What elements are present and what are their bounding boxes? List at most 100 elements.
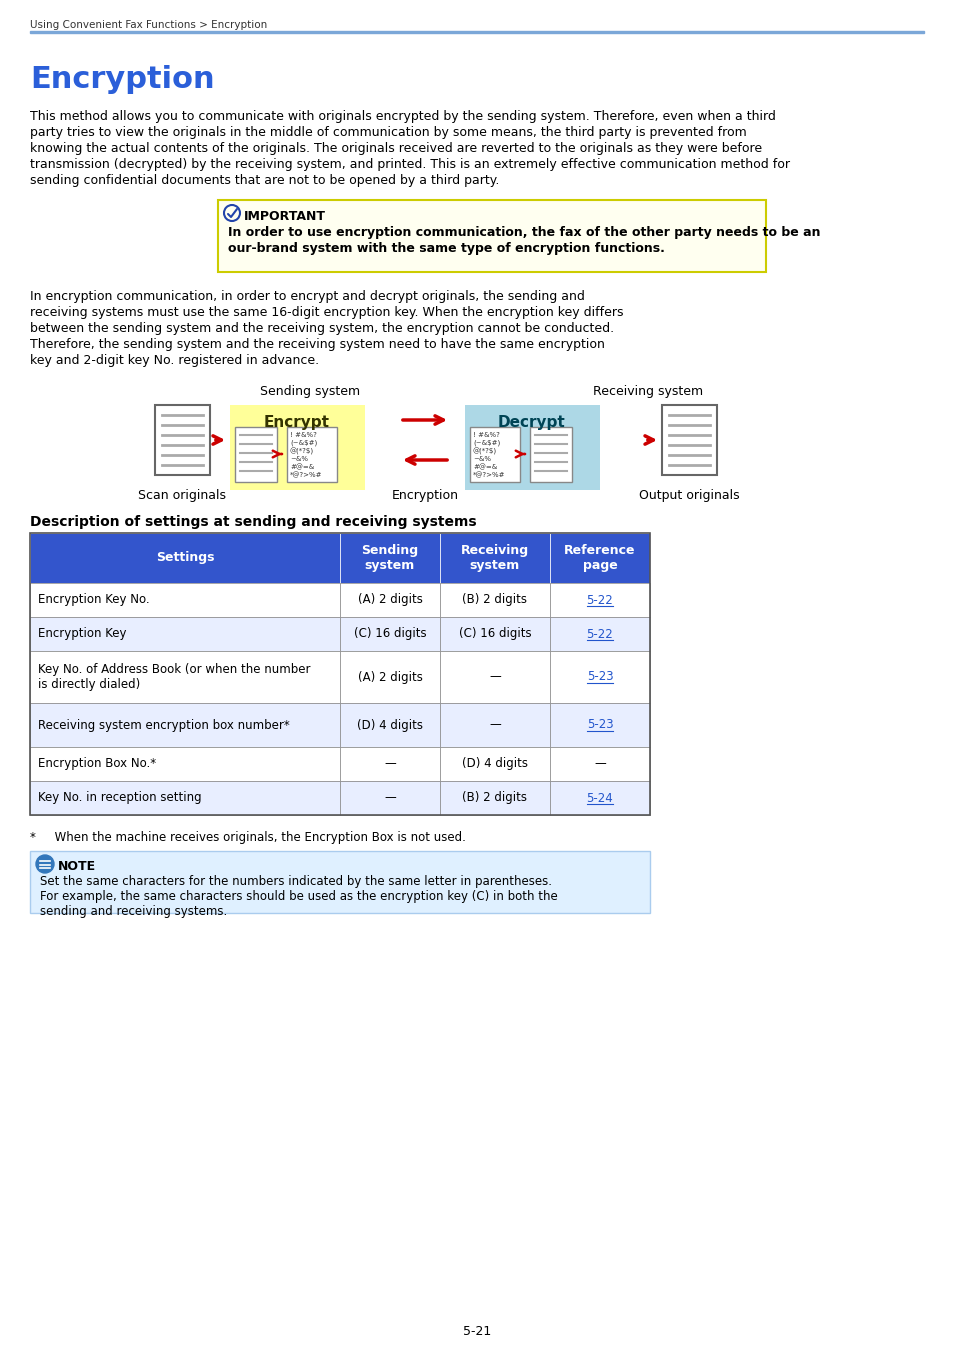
Text: transmission (decrypted) by the receiving system, and printed. This is an extrem: transmission (decrypted) by the receivin… (30, 158, 789, 171)
Text: key and 2-digit key No. registered in advance.: key and 2-digit key No. registered in ad… (30, 354, 319, 367)
Text: ~&%: ~&% (473, 456, 491, 462)
Bar (550, 782, 649, 815)
Text: —: — (384, 791, 395, 805)
Bar (439, 703, 550, 747)
Bar (530, 427, 572, 482)
Text: In order to use encryption communication, the fax of the other party needs to be: In order to use encryption communication… (228, 225, 820, 239)
Text: between the sending system and the receiving system, the encryption cannot be co: between the sending system and the recei… (30, 323, 614, 335)
Text: In encryption communication, in order to encrypt and decrypt originals, the send: In encryption communication, in order to… (30, 290, 584, 302)
Text: #@=&: #@=& (290, 464, 314, 471)
Text: 5-23: 5-23 (586, 671, 613, 683)
Circle shape (36, 855, 54, 873)
Text: ~&%: ~&% (290, 456, 308, 462)
Bar (30, 533, 339, 583)
Bar (550, 651, 649, 703)
Text: (D) 4 digits: (D) 4 digits (461, 757, 527, 771)
Text: Encryption: Encryption (30, 65, 214, 94)
Text: 5-23: 5-23 (586, 718, 613, 732)
Text: This method allows you to communicate with originals encrypted by the sending sy: This method allows you to communicate wi… (30, 109, 775, 123)
Text: (A) 2 digits: (A) 2 digits (357, 594, 422, 606)
Bar (339, 533, 439, 583)
Text: NOTE: NOTE (58, 860, 96, 873)
Bar (339, 617, 439, 651)
Text: —: — (489, 718, 500, 732)
Text: Key No. in reception setting: Key No. in reception setting (38, 791, 201, 805)
Bar (439, 747, 550, 782)
Text: (~&$#): (~&$#) (473, 440, 499, 447)
Bar (661, 405, 717, 475)
Text: Receiving
system: Receiving system (460, 544, 529, 572)
Text: Sending system: Sending system (259, 385, 359, 398)
Bar (287, 427, 336, 482)
Text: our-brand system with the same type of encryption functions.: our-brand system with the same type of e… (228, 242, 664, 255)
Text: Encrypt: Encrypt (264, 414, 330, 431)
Bar (550, 583, 649, 617)
Bar (30, 782, 339, 815)
Text: party tries to view the originals in the middle of communication by some means, : party tries to view the originals in the… (30, 126, 746, 139)
Text: ! #&%?: ! #&%? (290, 432, 316, 437)
Text: Encryption: Encryption (391, 489, 458, 502)
Bar (439, 533, 550, 583)
Bar (439, 617, 550, 651)
Bar (30, 583, 339, 617)
Text: @(*?$): @(*?$) (473, 448, 497, 455)
Text: *@?>%#: *@?>%# (473, 472, 505, 478)
Text: knowing the actual contents of the originals. The originals received are reverte: knowing the actual contents of the origi… (30, 142, 761, 155)
Text: Receiving system: Receiving system (593, 385, 702, 398)
Text: (D) 4 digits: (D) 4 digits (356, 718, 422, 732)
Bar (234, 427, 276, 482)
Bar (339, 703, 439, 747)
Text: Using Convenient Fax Functions > Encryption: Using Convenient Fax Functions > Encrypt… (30, 20, 267, 30)
Bar (439, 651, 550, 703)
Text: —: — (594, 757, 605, 771)
Bar (30, 703, 339, 747)
Bar (550, 617, 649, 651)
Bar (339, 747, 439, 782)
Bar (339, 782, 439, 815)
Bar (464, 405, 599, 490)
Bar (30, 651, 339, 703)
Bar (550, 533, 649, 583)
Bar (30, 850, 649, 913)
Text: Set the same characters for the numbers indicated by the same letter in parenthe: Set the same characters for the numbers … (40, 875, 552, 888)
Text: Therefore, the sending system and the receiving system need to have the same enc: Therefore, the sending system and the re… (30, 338, 604, 351)
Bar (439, 583, 550, 617)
Text: Sending
system: Sending system (361, 544, 418, 572)
Bar (339, 651, 439, 703)
Text: Scan originals: Scan originals (138, 489, 226, 502)
Text: Output originals: Output originals (638, 489, 739, 502)
Text: Reference
page: Reference page (563, 544, 635, 572)
Bar (30, 31, 923, 32)
Text: 5-24: 5-24 (586, 791, 613, 805)
Text: Settings: Settings (155, 552, 214, 564)
Bar (470, 427, 519, 482)
Text: 5-22: 5-22 (586, 594, 613, 606)
Bar (30, 533, 649, 815)
Text: (~&$#): (~&$#) (290, 440, 317, 447)
Text: Description of settings at sending and receiving systems: Description of settings at sending and r… (30, 514, 476, 529)
Text: Encryption Key: Encryption Key (38, 628, 127, 640)
Bar (30, 747, 339, 782)
Bar (30, 617, 339, 651)
Text: (B) 2 digits: (B) 2 digits (462, 594, 527, 606)
Bar (550, 703, 649, 747)
Text: *     When the machine receives originals, the Encryption Box is not used.: * When the machine receives originals, t… (30, 832, 465, 844)
Text: Key No. of Address Book (or when the number
is directly dialed): Key No. of Address Book (or when the num… (38, 663, 310, 691)
Text: 5-21: 5-21 (462, 1324, 491, 1338)
Text: Receiving system encryption box number*: Receiving system encryption box number* (38, 718, 290, 732)
Bar (439, 782, 550, 815)
Bar (550, 747, 649, 782)
Text: @(*?$): @(*?$) (290, 448, 314, 455)
Text: —: — (489, 671, 500, 683)
Text: sending and receiving systems.: sending and receiving systems. (40, 904, 227, 918)
Text: #@=&: #@=& (473, 464, 497, 471)
Text: *@?>%#: *@?>%# (290, 472, 322, 478)
Text: For example, the same characters should be used as the encryption key (C) in bot: For example, the same characters should … (40, 890, 558, 903)
Text: (A) 2 digits: (A) 2 digits (357, 671, 422, 683)
Text: 5-22: 5-22 (586, 628, 613, 640)
Text: receiving systems must use the same 16-digit encryption key. When the encryption: receiving systems must use the same 16-d… (30, 306, 623, 319)
Bar (154, 405, 210, 475)
Text: (B) 2 digits: (B) 2 digits (462, 791, 527, 805)
Text: —: — (384, 757, 395, 771)
Bar (339, 583, 439, 617)
